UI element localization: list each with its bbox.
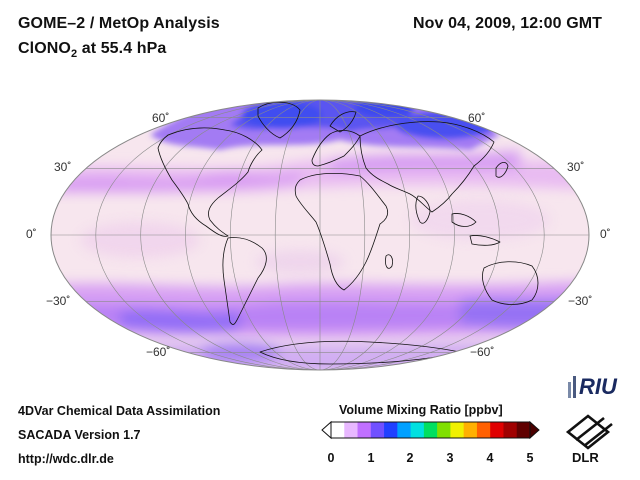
species-level: at 55.4 hPa: [77, 40, 167, 57]
colorbar-tick-5: 5: [526, 451, 534, 465]
lat-label-left-30n: 30˚: [54, 160, 72, 174]
lat-label-right-30n: 30˚: [567, 160, 585, 174]
footer-url[interactable]: http://wdc.dlr.de: [18, 452, 114, 466]
analysis-datetime: Nov 04, 2009, 12:00 GMT: [413, 15, 603, 32]
colorbar-segment: [384, 422, 398, 438]
colorbar-tick-1: 1: [367, 451, 375, 465]
colorbar-segment: [357, 422, 372, 438]
riu-logo-bar: [573, 376, 576, 398]
colorbar-tick-2: 2: [406, 451, 414, 465]
colorbar-gradient: [331, 422, 531, 438]
colorbar-segment: [331, 422, 345, 438]
species-label: ClONO2 at 55.4 hPa: [18, 40, 166, 60]
colorbar-segment: [410, 422, 425, 438]
lat-label-left-60s: −60˚: [146, 345, 171, 359]
dlr-logo-mark: [565, 414, 613, 450]
lat-label-right-60s: −60˚: [470, 345, 495, 359]
colorbar-segment: [490, 422, 505, 438]
lat-label-left-60n: 60˚: [152, 111, 170, 125]
colorbar-segment: [450, 422, 465, 438]
lat-label-left-30s: −30˚: [46, 294, 71, 308]
colorbar-tick-3: 3: [446, 451, 454, 465]
lat-label-right-0: 0˚: [600, 227, 611, 241]
graticule: [51, 100, 589, 370]
colorbar: [321, 420, 540, 440]
globe-outline: [50, 99, 590, 371]
species-subscript: 2: [70, 48, 78, 61]
lat-label-left-0: 0˚: [26, 227, 37, 241]
colorbar-tick-0: 0: [327, 451, 335, 465]
lat-label-right-30s: −30˚: [568, 294, 593, 308]
colorbar-tick-4: 4: [486, 451, 494, 465]
colorbar-segment: [437, 422, 451, 438]
colorbar-segment: [476, 422, 491, 438]
footer-assimilation: 4DVar Chemical Data Assimilation: [18, 404, 221, 418]
colorbar-segment: [503, 422, 518, 438]
riu-logo-text: RIU: [579, 374, 617, 399]
riu-logo: RIU: [568, 372, 626, 402]
colorbar-segment: [463, 422, 478, 438]
colorbar-segment: [397, 422, 412, 438]
colorbar-title: Volume Mixing Ratio [ppbv]: [339, 403, 503, 417]
dlr-logo-text: DLR: [572, 450, 599, 465]
species-name: ClONO: [18, 40, 71, 57]
map-title: GOME–2 / MetOp Analysis: [18, 15, 220, 32]
lat-label-right-60n: 60˚: [468, 111, 486, 125]
colorbar-segment: [516, 422, 531, 438]
colorbar-segment: [423, 422, 438, 438]
colorbar-under-arrow: [321, 420, 332, 440]
footer-version: SACADA Version 1.7: [18, 428, 141, 442]
riu-logo-bar: [568, 382, 571, 398]
colorbar-over-arrow: [529, 420, 540, 440]
colorbar-segment: [370, 422, 385, 438]
colorbar-segment: [344, 422, 359, 438]
